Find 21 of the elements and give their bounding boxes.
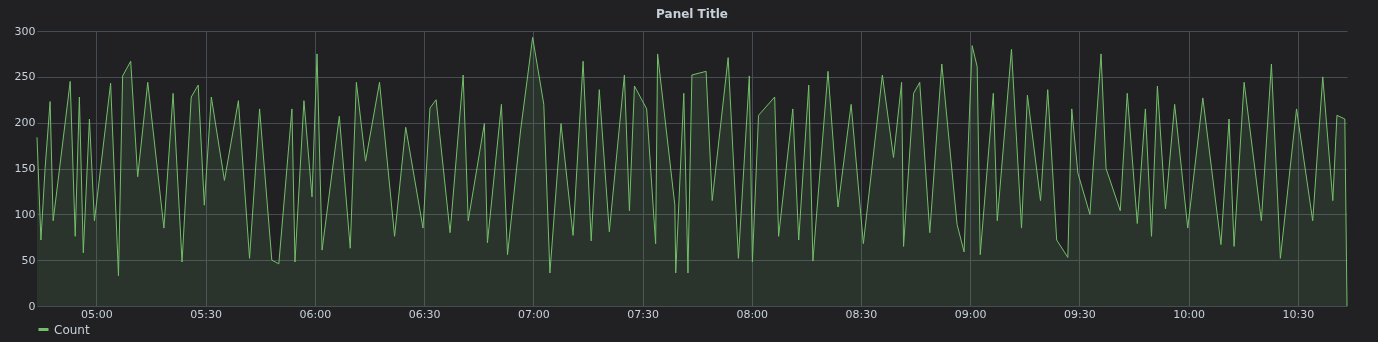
x-tick-label: 10:30 xyxy=(1282,307,1315,321)
y-tick-label: 150 xyxy=(14,162,36,175)
y-tick-label: 100 xyxy=(14,207,36,221)
x-tick-label: 07:00 xyxy=(517,307,550,321)
x-tick-label: 07:30 xyxy=(627,307,659,321)
x-tick-label: 10:00 xyxy=(1173,307,1205,321)
x-tick-label: 08:30 xyxy=(845,307,878,321)
chart-title: Panel Title xyxy=(656,7,728,21)
x-tick-label: 06:30 xyxy=(408,307,441,321)
y-tick-label: 200 xyxy=(14,116,36,130)
y-tick-label: 50 xyxy=(21,253,36,267)
y-tick-label: 300 xyxy=(14,24,36,38)
x-tick-label: 05:30 xyxy=(190,307,222,321)
x-tick-label: 05:00 xyxy=(81,307,113,321)
x-tick-label: 06:00 xyxy=(299,307,332,321)
y-tick-label: 250 xyxy=(14,70,36,84)
x-tick-label: 08:00 xyxy=(736,307,769,321)
x-tick-label: 09:30 xyxy=(1064,307,1096,321)
legend-label: Count xyxy=(54,322,90,337)
y-tick-label: 0 xyxy=(28,299,36,313)
x-tick-label: 09:00 xyxy=(954,307,987,321)
